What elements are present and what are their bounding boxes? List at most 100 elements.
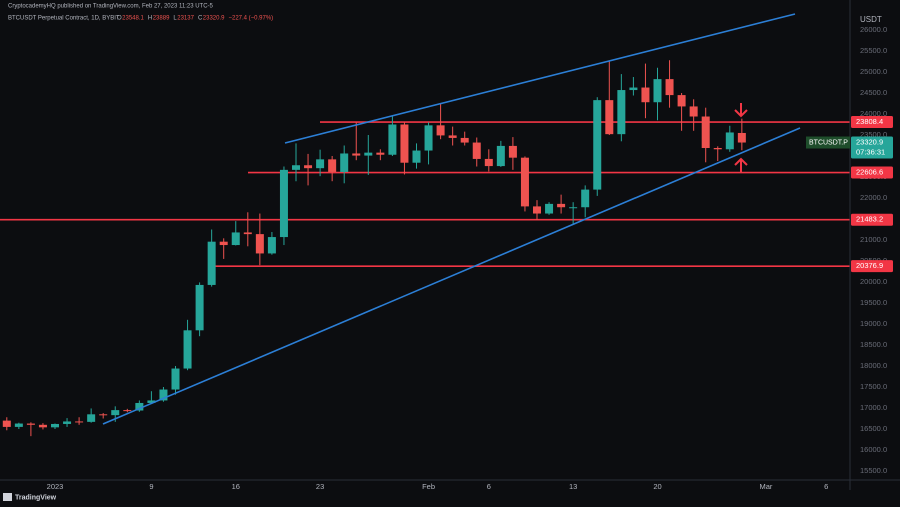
level-label: 22606.6 [856, 168, 883, 177]
logo [3, 493, 12, 501]
ohlc-l-label: L [173, 16, 177, 22]
candle-body [219, 241, 228, 246]
candle-body [713, 148, 722, 150]
y-tick-label: 15500.0 [860, 466, 887, 475]
candle-body [665, 79, 674, 96]
ohlc-c-label: C [198, 16, 203, 22]
last-price-tag [851, 136, 893, 159]
candle-body [243, 232, 252, 235]
candle-body [460, 137, 469, 143]
y-tick-label: 26000.0 [860, 25, 887, 34]
x-tick-label: 20 [653, 482, 661, 491]
candle-body [352, 153, 361, 156]
y-tick-label: 20000.0 [860, 277, 887, 286]
candle-body [484, 158, 493, 167]
ohlc-h-label: H [148, 16, 152, 22]
x-tick-label: 9 [149, 482, 153, 491]
candle-body [111, 410, 120, 416]
level-tag [851, 116, 893, 129]
x-tick-label: 6 [824, 482, 828, 491]
symbol-title: BTCUSDT Perpetual Contract, 1D, BYBIT [8, 16, 120, 22]
y-tick-label: 18500.0 [860, 340, 887, 349]
countdown: 07:36:31 [856, 148, 885, 157]
candle-body [496, 145, 505, 167]
y-tick-label: 19000.0 [860, 319, 887, 328]
currency: USDT [860, 15, 882, 24]
up-arrow [734, 157, 748, 172]
x-tick-label: 13 [569, 482, 577, 491]
candle-body [267, 237, 276, 254]
candle-body [689, 106, 698, 117]
candle-body [677, 95, 686, 107]
candle-body [472, 142, 481, 159]
ohlc-close: 23320.9 [203, 16, 225, 22]
candle-body [171, 368, 180, 390]
candle-body [388, 124, 397, 155]
y-tick-label: 18000.0 [860, 361, 887, 370]
level-label: 23808.4 [856, 117, 883, 126]
candle-body [207, 241, 216, 285]
last-price-label: 23320.9 [856, 138, 883, 147]
symbol-label: BTCUSDT.P [809, 139, 848, 146]
candle-body [593, 100, 602, 190]
symbol-tag [806, 136, 850, 149]
y-tick-label: 24000.0 [860, 109, 887, 118]
candle-body [424, 125, 433, 151]
ohlc-high: 23889 [153, 16, 170, 22]
brand: TradingView [15, 494, 57, 501]
ohlc-o-label: O [117, 16, 122, 22]
candle-body [123, 410, 132, 412]
candle-body [581, 189, 590, 208]
ohlc-change: −227.4 (−0.97%) [228, 16, 273, 22]
y-tick-label: 16500.0 [860, 424, 887, 433]
candle-body [617, 90, 626, 135]
level-tag [851, 166, 893, 179]
candle-body [557, 203, 566, 208]
plot [0, 60, 850, 437]
candle-body [725, 132, 734, 150]
candle-body [316, 159, 325, 169]
y-tick-label: 17500.0 [860, 382, 887, 391]
candle-body [63, 421, 72, 424]
candle-body [376, 152, 385, 155]
candle-body [87, 414, 96, 422]
trend-line [284, 13, 796, 144]
ohlc-low: 23137 [177, 16, 194, 22]
down-arrow [734, 103, 748, 118]
candle-body [231, 232, 240, 246]
level-tag [851, 213, 893, 226]
x-tick-label: Mar [759, 482, 772, 491]
candle-body [520, 157, 529, 207]
level-tag [851, 260, 893, 273]
candle-body [75, 421, 84, 423]
candle-body [255, 234, 264, 254]
candle-body [99, 414, 108, 416]
candle-body [364, 152, 373, 156]
y-tick-label: 25500.0 [860, 46, 887, 55]
x-tick-label: 23 [316, 482, 324, 491]
candle-body [701, 116, 710, 149]
level-label: 21483.2 [856, 215, 883, 224]
candle-body [412, 150, 421, 163]
candle-body [545, 203, 554, 214]
y-tick-label: 19500.0 [860, 298, 887, 307]
candle-body [340, 153, 349, 172]
candle-body [400, 124, 409, 163]
candle-body [653, 79, 662, 103]
x-tick-label: 2023 [47, 482, 64, 491]
ohlc-legend: O 23548.1 H 23889 L 23137 C 23320.9 −227.4 (−0.9… [117, 16, 273, 22]
y-tick-label: 23500.0 [860, 130, 887, 139]
candle-body [629, 87, 638, 91]
y-tick-label: 21000.0 [860, 235, 887, 244]
candle-body [135, 402, 144, 411]
candle-body [183, 330, 192, 369]
y-tick-label: 16000.0 [860, 445, 887, 454]
candle-body [304, 165, 313, 169]
candle-body [328, 159, 337, 172]
x-tick-label: 16 [232, 482, 240, 491]
x-tick-label: 6 [487, 482, 491, 491]
candle-body [26, 423, 35, 425]
x-tick-label: Feb [422, 482, 435, 491]
